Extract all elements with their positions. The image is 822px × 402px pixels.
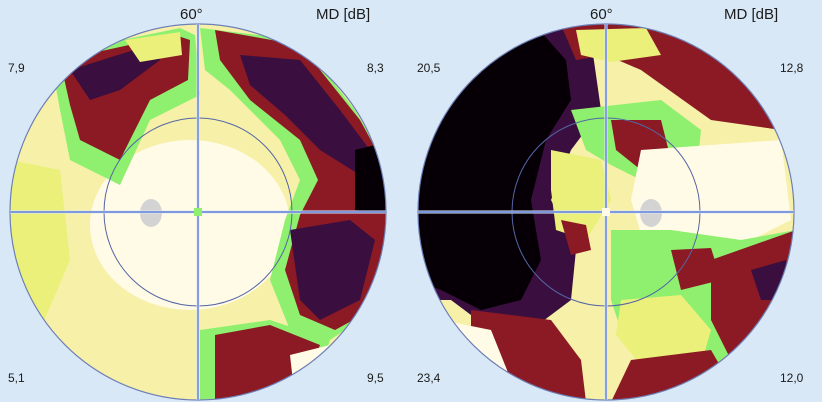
defect-purple-upper-right [240, 55, 370, 175]
quadrant-top-left-value: 7,9 [8, 61, 25, 75]
left-eye-panel: 60° MD [dB] 7,9 8,3 5,1 9,5 [0, 0, 411, 402]
quadrant-top-right-value: 12,8 [780, 61, 804, 75]
right-visual-field-map[interactable] [411, 0, 822, 402]
fixation-point [602, 208, 610, 216]
defect-red-lower-center [671, 248, 721, 290]
defect-purple-lower-right [290, 220, 375, 320]
quadrant-bottom-right-value: 12,0 [780, 371, 804, 385]
quadrant-bottom-left-value: 23,4 [417, 371, 441, 385]
yellow-top [576, 28, 661, 62]
angle-label: 60° [180, 6, 203, 23]
defect-red-paracentral [561, 220, 591, 255]
yellow-central-left [551, 150, 611, 240]
right-eye-panel: 60° MD [dB] 20,5 12,8 23,4 12,0 [411, 0, 822, 402]
quadrant-bottom-right-value: 9,5 [367, 371, 384, 385]
yellow-lower-center [616, 295, 711, 365]
defect-black-right [355, 140, 386, 215]
central-bright-region [90, 140, 290, 310]
quadrant-top-left-value: 20,5 [417, 61, 441, 75]
defect-purple-top-left [70, 45, 160, 100]
fixation-point [194, 208, 202, 216]
angle-label: 60° [590, 6, 613, 23]
quadrant-top-right-value: 8,3 [367, 61, 384, 75]
left-visual-field-map[interactable] [0, 0, 411, 402]
md-label: MD [dB] [724, 6, 779, 23]
quadrant-bottom-left-value: 5,1 [8, 371, 25, 385]
defect-yellow-top [125, 32, 182, 62]
md-label: MD [dB] [316, 6, 371, 23]
